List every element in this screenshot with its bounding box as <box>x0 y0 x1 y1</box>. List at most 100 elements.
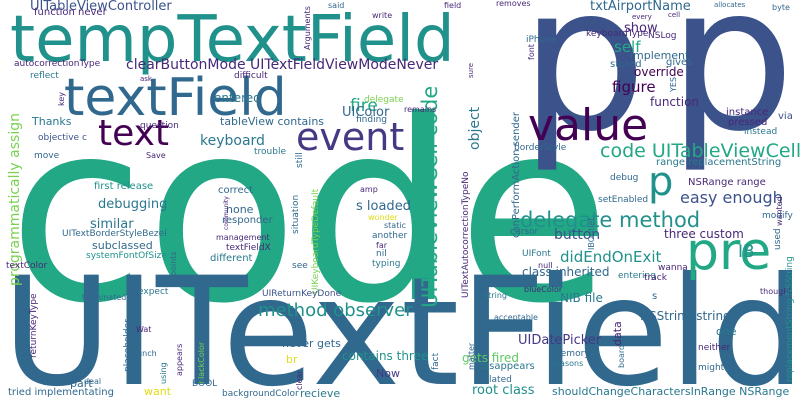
word-fire: fire <box>350 96 378 116</box>
word-nsrange-range: NSRange range <box>688 177 766 188</box>
word-cursor: cursor <box>510 227 539 237</box>
word-backgroundcolor: backgroundColor <box>222 389 299 399</box>
word-wonder: wonder <box>368 213 398 222</box>
word-far: far <box>376 241 388 250</box>
word-uidatepicker: UIDatePicker <box>518 333 602 348</box>
word-s-loaded: s loaded <box>356 199 411 214</box>
word-p-small: p <box>648 159 674 205</box>
word-nib-file: NIB file <box>560 291 603 305</box>
word-bluecolor: blueColor <box>524 285 563 294</box>
word-now: Now <box>376 367 400 380</box>
word-uifont: UIFont <box>522 249 551 259</box>
word-different: different <box>210 253 253 264</box>
word-deal: deal <box>84 377 102 386</box>
word-bunch: bunch <box>132 349 157 358</box>
word-s-small: s <box>652 291 658 302</box>
word-expect: expect <box>138 287 169 297</box>
word-p-big: p <box>520 0 647 176</box>
word-method-observer: method observer <box>258 300 413 321</box>
word-cell: cell <box>668 11 681 19</box>
word-code: code <box>8 67 611 358</box>
word-temptextfield: tempTextField <box>10 3 455 77</box>
word-txtairportname: txtAirportName <box>590 0 691 14</box>
word-autocorrectiontype: autocorrectionType <box>14 59 101 69</box>
word-uikeyboardtypedefault: UIKeyboardTypeDefault <box>311 188 321 294</box>
word-p-big-2: p <box>668 0 795 176</box>
word-removes: removes <box>496 0 531 8</box>
word-none: none <box>226 203 254 216</box>
word-situation: situation <box>291 194 301 234</box>
word-instead: instead <box>744 127 778 137</box>
word-uitextborderstylebezel: UITextBorderStyleBezel <box>62 229 167 239</box>
word-used: used <box>773 228 783 250</box>
word-entering: entering <box>618 271 656 281</box>
word-typing: typing <box>372 259 401 269</box>
word-allocates: allocates <box>714 1 746 9</box>
word-terminated: terminated <box>82 293 127 302</box>
word-stored: stored <box>610 59 642 70</box>
word-neither: neither <box>698 343 731 353</box>
word-textfieldx: textFieldX <box>226 243 271 253</box>
word-uicolor: UIColor <box>342 105 390 120</box>
word-save: Save <box>146 151 166 160</box>
word-wat: Wat <box>136 325 152 334</box>
word-bool: BOOL <box>192 379 218 389</box>
word-want: want <box>144 385 172 398</box>
word-text: text <box>98 113 170 154</box>
word-thought: thought <box>760 287 792 296</box>
word-question: question <box>140 121 179 131</box>
word-acceptable: acceptable <box>494 313 538 322</box>
word-textfield: textField <box>64 68 287 128</box>
word-reasons: reasons <box>552 359 584 368</box>
word-difficult: difficult <box>234 71 268 81</box>
word-value: value <box>528 100 649 151</box>
word-textcolor: textColor <box>6 261 48 271</box>
word-self: self <box>614 38 641 56</box>
word-tableview-contains: tableView contains <box>220 115 325 128</box>
word-sure: sure <box>467 62 475 78</box>
word-fact: fact <box>431 352 441 370</box>
word-might: might <box>698 363 725 373</box>
word-iboutlet: IBOutlet <box>587 217 596 251</box>
word-null: null <box>538 261 553 270</box>
word-points: points <box>169 251 178 276</box>
word-placeholder: placeholder <box>123 319 133 372</box>
word-iphone: iPhone <box>526 35 557 45</box>
word-ib: IB <box>738 242 755 262</box>
word-recieve: recieve <box>300 387 341 400</box>
word-track: track <box>644 273 667 283</box>
word-write: write <box>372 11 393 20</box>
word-uitextautocorrection: UITextAutocorrectionTypeNo <box>461 171 471 298</box>
word-code-uitableviewcell: code UITableViewCell <box>600 140 800 162</box>
word-nslog: NSLog <box>648 31 677 41</box>
word-subclassed: subclassed <box>92 239 153 252</box>
word-gives: gives <box>666 57 693 68</box>
word-memory: memory <box>552 349 590 359</box>
word-part: part <box>70 377 93 390</box>
word-via: via <box>778 111 793 122</box>
word-string: string <box>484 291 507 300</box>
word-remains: remains <box>404 105 437 114</box>
word-entered: entered <box>214 91 261 105</box>
word-wanna: wanna <box>658 263 688 273</box>
word-function-never: function never <box>34 7 107 18</box>
word-br: br <box>286 353 298 366</box>
word-board: board <box>617 344 626 368</box>
word-didendonexit: didEndOnExit <box>560 248 662 266</box>
word-responder: responder <box>222 215 273 226</box>
word-figure: figure <box>612 78 656 96</box>
word-uitableviewcontroller: UITableViewController <box>30 0 172 14</box>
word-pressed: pressed <box>728 117 768 128</box>
word-matter: matter <box>467 342 476 370</box>
word-related: related <box>480 375 512 385</box>
word-another: another <box>372 231 408 241</box>
word-debug: debug <box>610 173 639 183</box>
word-shouldchange: shouldChangeCharactersInRange NSRange <box>552 385 790 398</box>
word-said: said <box>328 1 345 10</box>
word-objective-c: objective c <box>38 133 87 143</box>
word-contains-three: contains three <box>342 349 429 363</box>
word-override: override <box>634 65 684 79</box>
word-finding: finding <box>356 115 388 125</box>
word-keyboardtype: keyboardType <box>586 29 649 39</box>
word-button: button <box>554 227 601 243</box>
